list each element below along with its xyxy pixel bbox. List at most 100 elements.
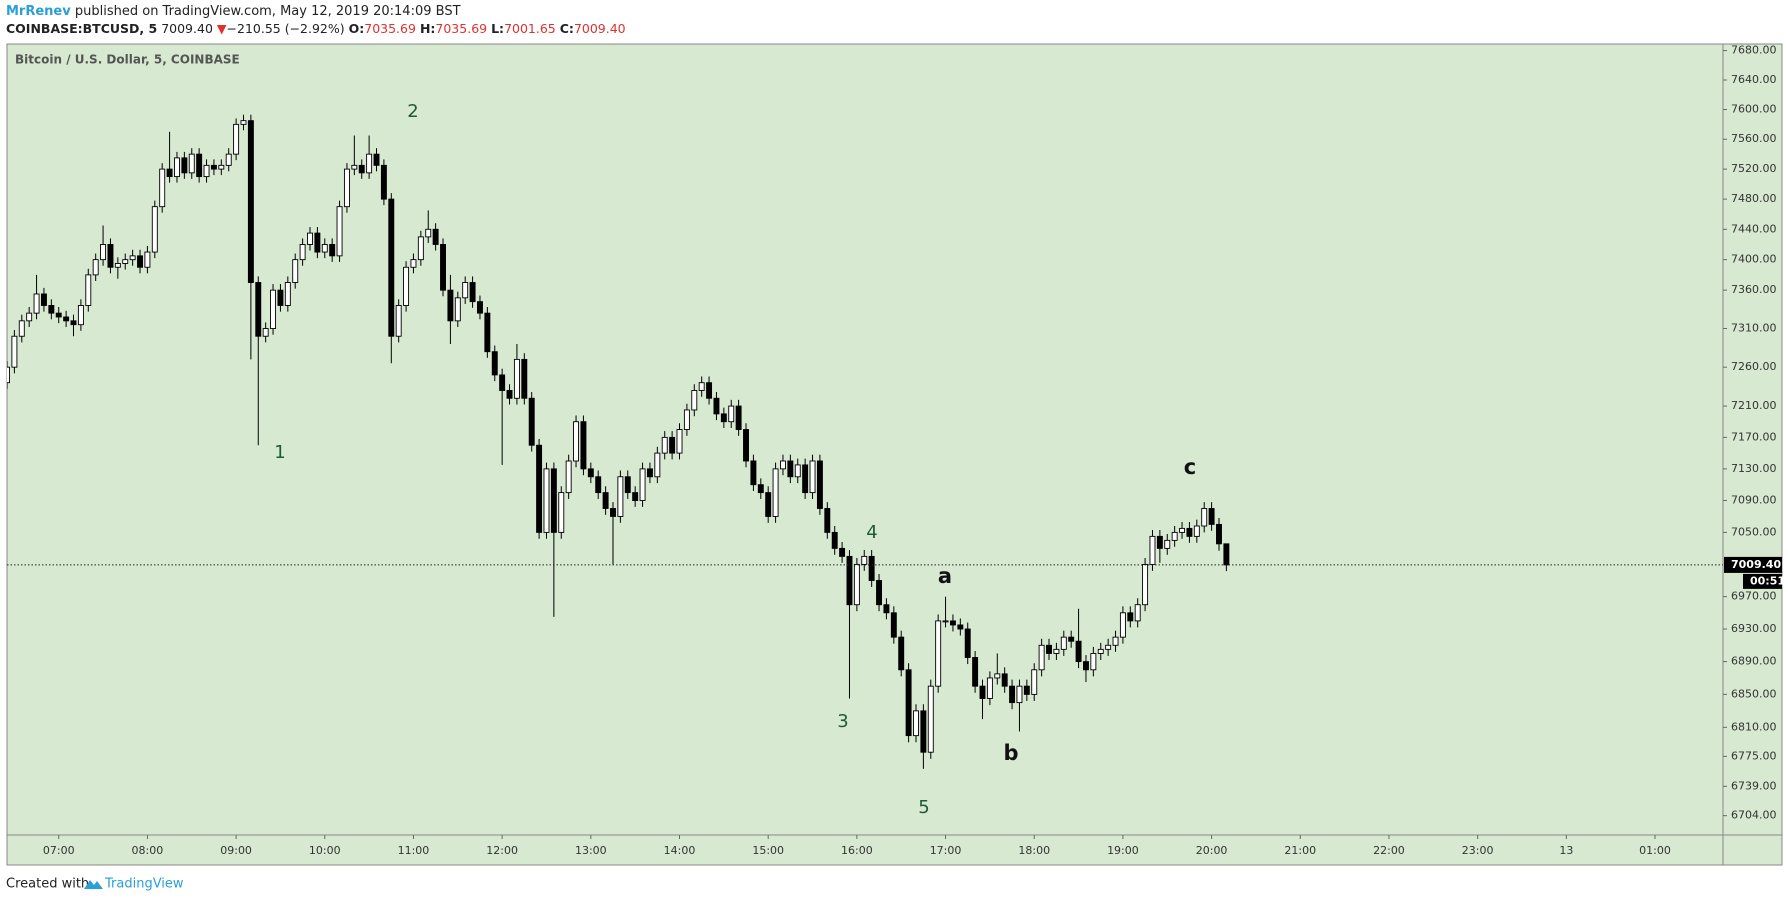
candle-body [469,282,476,303]
y-tick-label: 7360.00 [1731,283,1777,296]
candle-body [713,397,720,415]
candle-body [824,508,831,533]
candle-body [853,563,860,606]
y-tick-label: 6775.00 [1731,749,1777,762]
candle-body [477,301,483,314]
candle-body [40,293,47,306]
y-tick-label: 6970.00 [1731,590,1777,603]
candle-body [262,328,269,337]
candle-body [1097,648,1104,654]
candle-body [846,555,853,606]
candle-body [1156,535,1163,549]
candle-body [972,657,979,687]
chart-title: Bitcoin / U.S. Dollar, 5, COINBASE [15,53,240,67]
candle-body [144,251,151,268]
candle-body [440,244,446,291]
candle-body [233,123,240,155]
x-tick-label: 13:00 [575,844,607,857]
candle-body [1179,527,1186,533]
y-tick-label: 6930.00 [1731,622,1777,635]
x-tick-label: 13 [1559,844,1573,857]
candle-body [942,620,949,623]
publish-line: MrRenev published on TradingView.com, Ma… [6,4,461,19]
y-tick-label: 7400.00 [1731,253,1777,266]
candle-body [380,164,387,200]
wave-label: 1 [274,442,285,463]
candle-body [373,153,380,166]
y-tick-label: 6739.00 [1731,779,1777,792]
candle-body [1060,636,1067,650]
y-tick-label: 6890.00 [1731,655,1777,668]
candle-body [861,555,868,565]
candle-body [802,464,809,494]
y-tick-label: 7210.00 [1731,399,1777,412]
candle-body [920,710,927,753]
wave-label: 2 [407,101,418,122]
candle-body [794,464,801,478]
countdown-box [1743,573,1782,589]
candle-body [595,476,602,494]
candle-body [1119,612,1126,638]
candle-body [868,555,875,581]
wave-label: 5 [918,797,929,818]
y-tick-label: 6810.00 [1731,720,1777,733]
candle-body [410,259,417,268]
candle-body [1142,563,1149,606]
candle-body [624,476,631,494]
candle-body [1216,523,1222,545]
candle-body [1186,527,1193,537]
candle-body [388,198,395,337]
candle-body [33,293,40,314]
candle-body [994,673,1001,679]
x-tick-label: 15:00 [752,844,784,857]
author[interactable]: MrRenev [6,4,71,19]
candle-body [890,612,897,638]
candle-body [1164,539,1171,549]
candle-body [654,452,661,478]
footer-created: Created with [6,877,89,892]
candle-body [1046,644,1052,654]
candle-body [321,244,328,253]
candle-body [247,120,254,283]
candle-body [1112,636,1119,646]
candle-body [85,274,92,306]
candle-body [107,244,114,268]
candle-body [957,624,964,630]
candle-body [491,351,498,376]
x-tick-label: 09:00 [220,844,252,857]
candle-body [617,476,624,517]
candle-body [210,164,217,170]
last-price-box [1724,556,1782,573]
candle-body [1053,648,1060,654]
candle-body [1016,685,1023,704]
x-tick-label: 16:00 [841,844,873,857]
footer-brand[interactable]: TradingView [104,877,184,892]
candle-body [587,468,594,478]
candle-body [284,282,291,306]
candle-body [1171,531,1178,541]
l-label: L: [491,21,505,36]
countdown: 00:51 [1750,574,1785,587]
h-label: H: [419,21,436,36]
o-label: O: [348,21,365,36]
candle-body [70,320,77,326]
candle-body [602,492,609,509]
change: −210.55 (−2.92%) [226,21,345,36]
candle-body [159,168,166,208]
candle-body [499,374,506,391]
candle-body [314,232,321,253]
candles [7,114,1230,769]
wave-label: 3 [837,711,848,732]
candle-body [809,460,816,494]
wave-label: c [1184,455,1196,479]
candle-body [188,153,195,174]
candle-body [720,413,727,423]
candle-body [513,358,520,399]
candle-body [100,244,107,261]
candle-body [1149,535,1156,565]
y-tick-label: 7480.00 [1731,192,1777,205]
candle-body [521,358,528,399]
candle-body [403,266,410,306]
candle-body [196,153,203,178]
